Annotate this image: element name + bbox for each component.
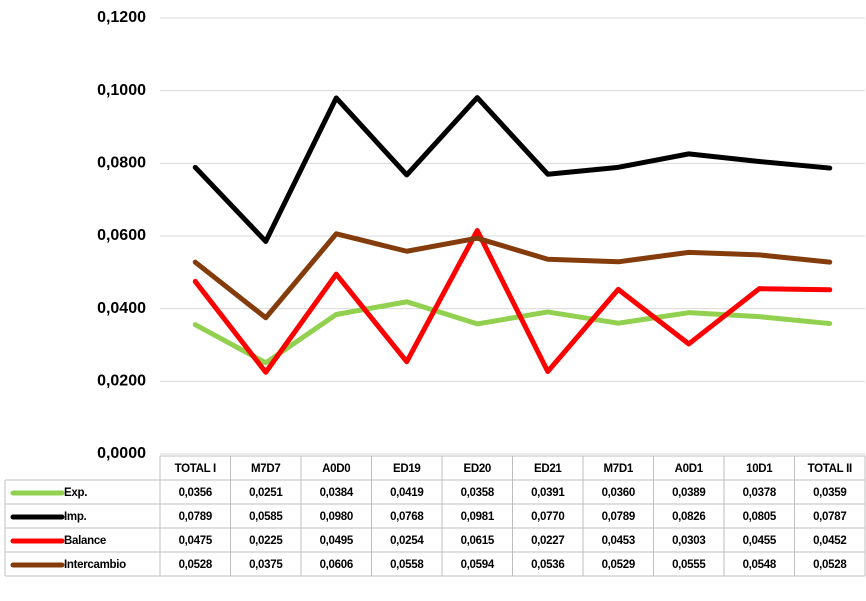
data-label: 0,0360 xyxy=(602,487,635,499)
data-label: 0,0391 xyxy=(531,487,565,499)
data-label: 0,0375 xyxy=(249,559,283,571)
legend-label: Exp. xyxy=(64,487,87,499)
x-tick-label: ED19 xyxy=(393,463,421,475)
data-label: 0,0453 xyxy=(602,535,635,547)
x-tick-label: M7D7 xyxy=(251,463,280,475)
data-label: 0,0585 xyxy=(249,511,283,523)
x-tick-label: A0D0 xyxy=(322,463,350,475)
y-tick-label: 0,0600 xyxy=(97,227,146,244)
data-label: 0,0555 xyxy=(672,559,706,571)
data-label: 0,0980 xyxy=(320,511,353,523)
x-tick-label: M7D1 xyxy=(604,463,634,475)
x-tick-label: TOTAL I xyxy=(175,463,216,475)
x-tick-label: 10D1 xyxy=(746,463,773,475)
y-tick-label: 0,1200 xyxy=(97,9,146,26)
data-label: 0,0475 xyxy=(179,535,213,547)
y-tick-label: 0,1000 xyxy=(97,82,146,99)
data-label: 0,0495 xyxy=(320,535,354,547)
legend-label: Imp. xyxy=(64,511,87,523)
data-label: 0,0358 xyxy=(461,487,495,499)
data-label: 0,0225 xyxy=(249,535,283,547)
data-label: 0,0548 xyxy=(743,559,777,571)
data-label: 0,0251 xyxy=(249,487,283,499)
data-label: 0,0384 xyxy=(320,487,354,499)
data-label: 0,0826 xyxy=(672,511,705,523)
data-label: 0,0981 xyxy=(461,511,495,523)
y-tick-label: 0,0200 xyxy=(97,373,146,390)
data-label: 0,0419 xyxy=(390,487,423,499)
legend-label: Balance xyxy=(64,535,106,547)
data-label: 0,0789 xyxy=(602,511,635,523)
x-tick-label: ED21 xyxy=(534,463,562,475)
data-label: 0,0529 xyxy=(602,559,635,571)
data-label: 0,0378 xyxy=(743,487,777,499)
x-tick-label: TOTAL II xyxy=(808,463,852,475)
data-label: 0,0558 xyxy=(390,559,424,571)
x-tick-label: ED20 xyxy=(463,463,491,475)
series-line xyxy=(192,231,833,321)
data-label: 0,0254 xyxy=(390,535,424,547)
data-label: 0,0528 xyxy=(179,559,213,571)
data-label: 0,0227 xyxy=(531,535,564,547)
series-line xyxy=(192,95,833,244)
data-label: 0,0452 xyxy=(813,535,846,547)
data-label: 0,0789 xyxy=(179,511,212,523)
legend-label: Intercambio xyxy=(64,559,126,571)
data-label: 0,0606 xyxy=(320,559,353,571)
data-label: 0,0356 xyxy=(179,487,212,499)
data-label: 0,0787 xyxy=(813,511,846,523)
data-label: 0,0455 xyxy=(743,535,777,547)
series-line xyxy=(192,228,833,375)
data-label: 0,0805 xyxy=(743,511,777,523)
data-label: 0,0303 xyxy=(672,535,705,547)
data-label: 0,0389 xyxy=(672,487,705,499)
y-tick-label: 0,0000 xyxy=(97,445,146,462)
data-label: 0,0594 xyxy=(461,559,495,571)
data-label: 0,0615 xyxy=(461,535,495,547)
data-label: 0,0770 xyxy=(531,511,564,523)
x-tick-label: A0D1 xyxy=(675,463,704,475)
y-tick-label: 0,0800 xyxy=(97,155,146,172)
y-tick-label: 0,0400 xyxy=(97,300,146,317)
data-label: 0,0536 xyxy=(531,559,564,571)
data-label: 0,0528 xyxy=(813,559,847,571)
data-label: 0,0359 xyxy=(813,487,846,499)
data-label: 0,0768 xyxy=(390,511,424,523)
